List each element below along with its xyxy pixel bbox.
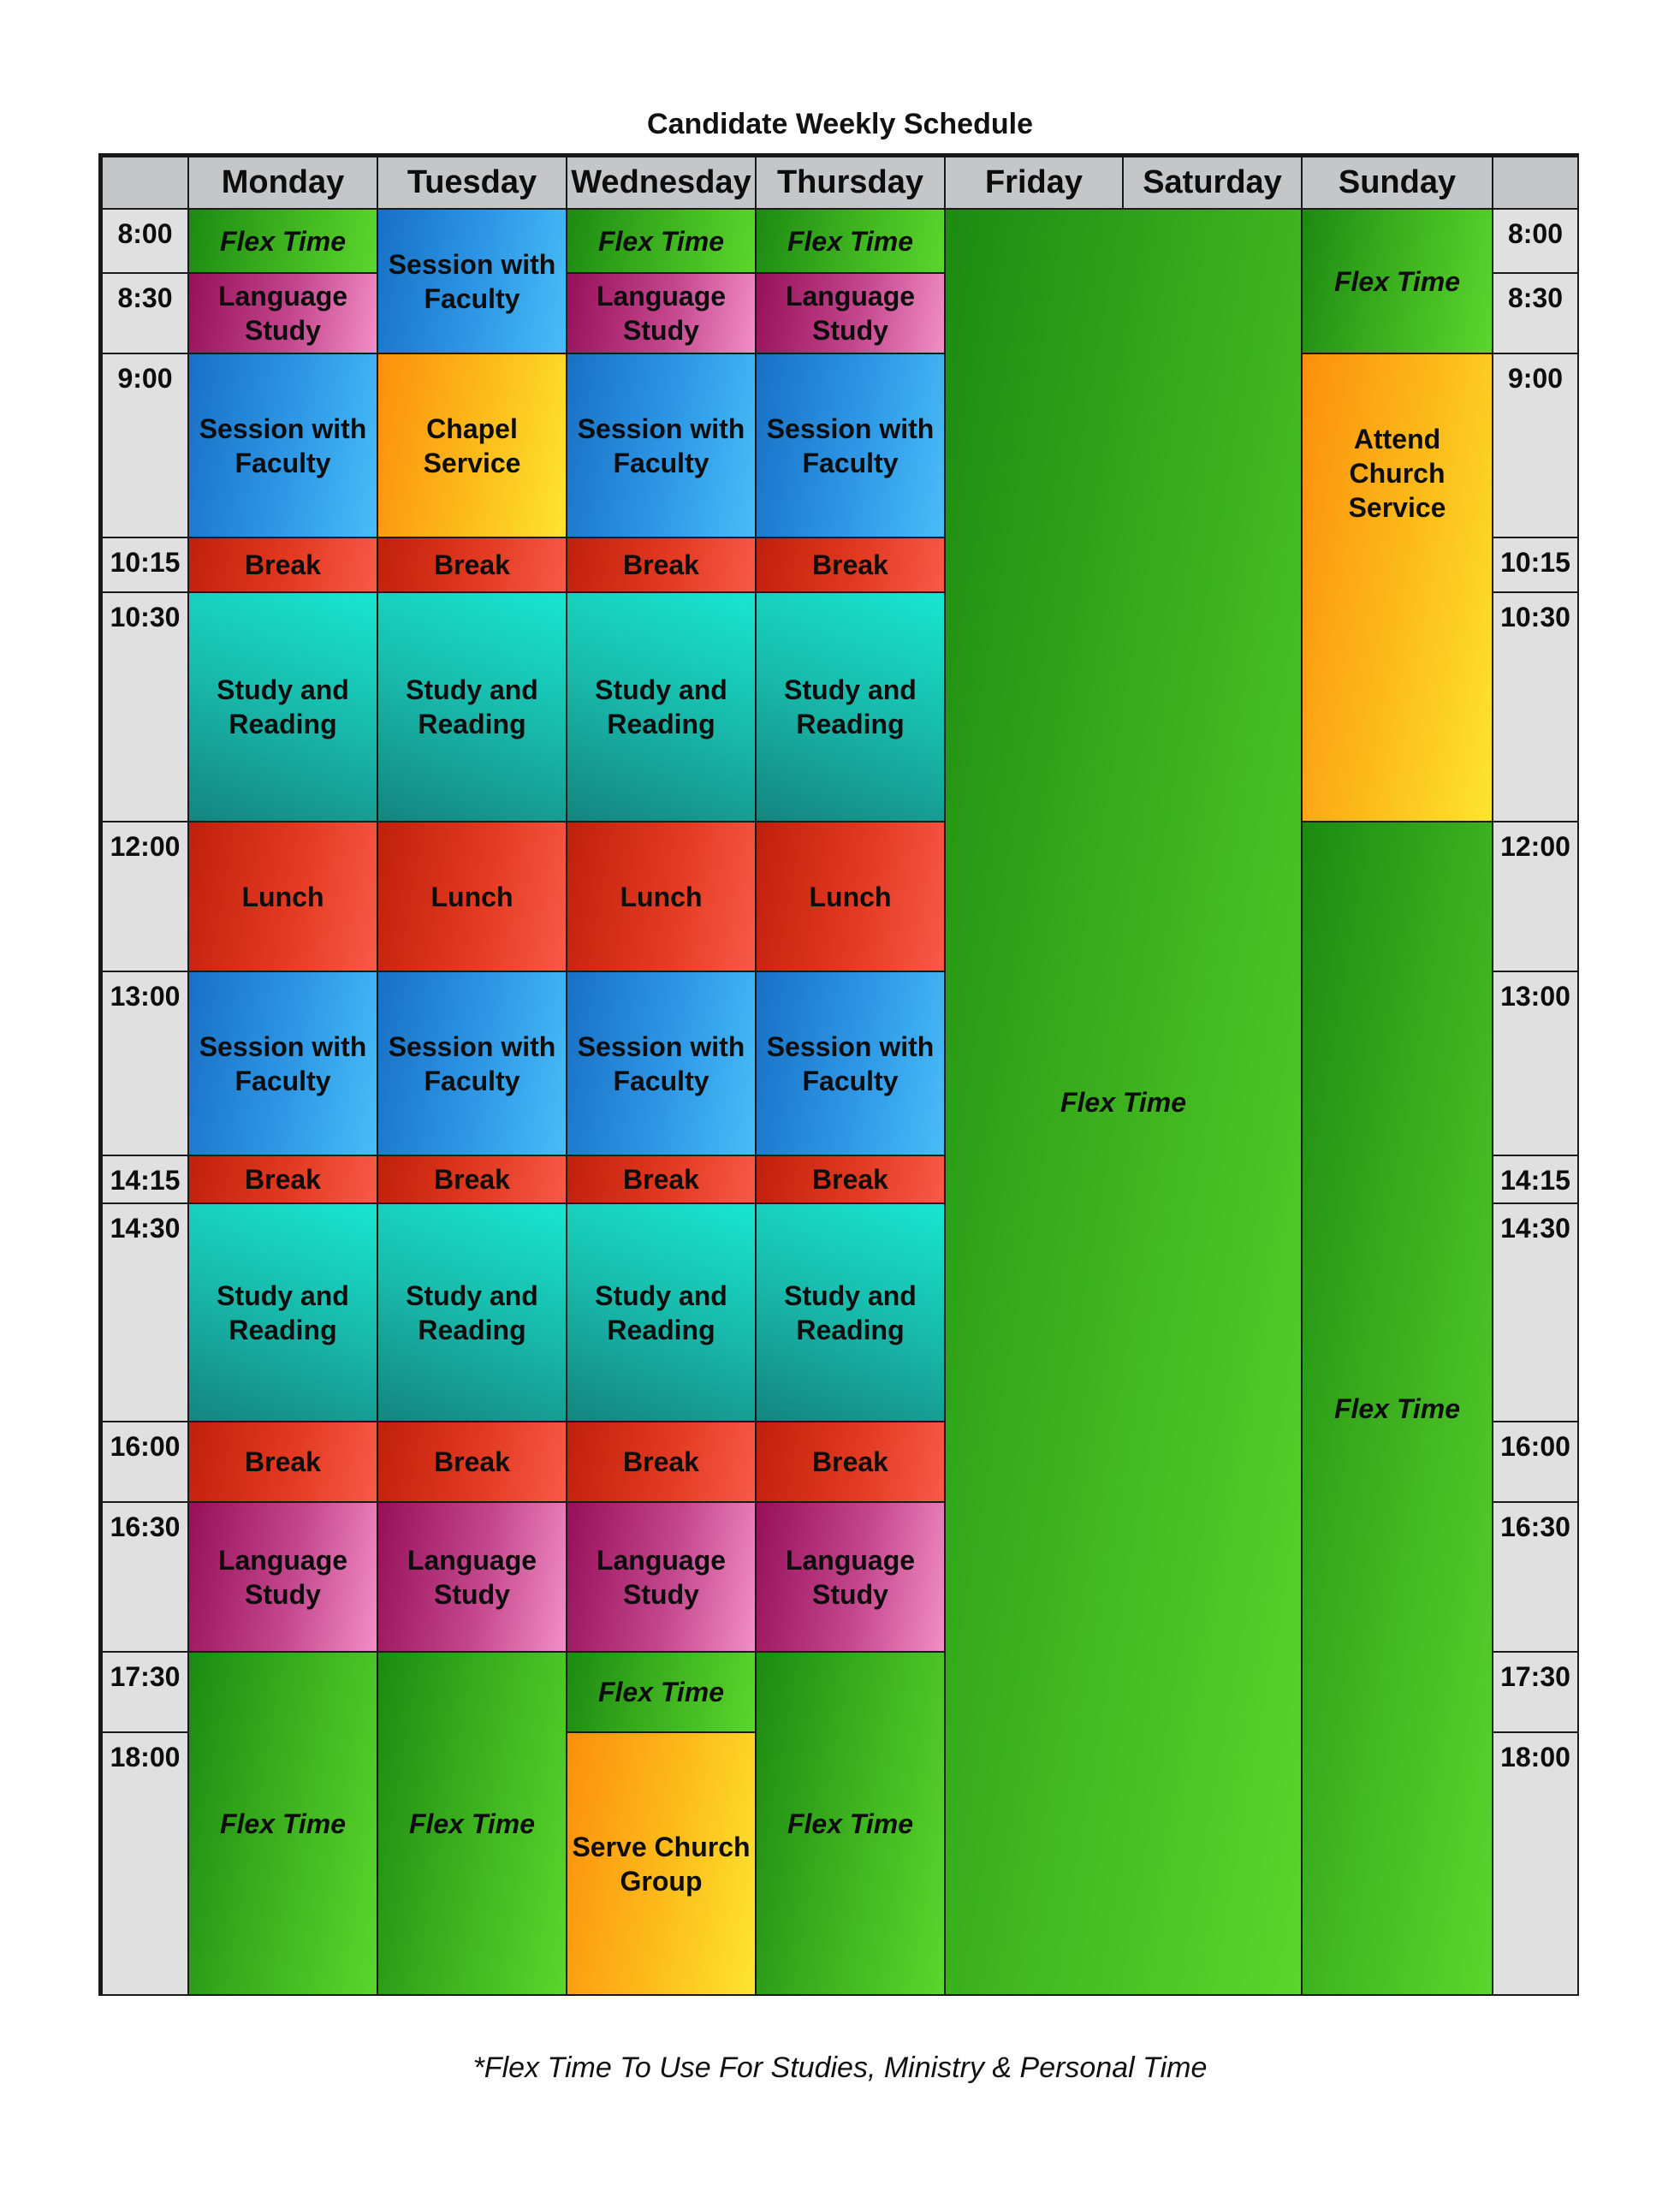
monday-language-study: Language Study bbox=[187, 272, 378, 354]
wednesday-lunch: Lunch bbox=[566, 821, 757, 972]
friday-saturday-flex-time: Flex Time bbox=[944, 208, 1303, 1996]
time-label-left: 10:30 bbox=[101, 591, 189, 822]
monday-session-with-faculty: Session with Faculty bbox=[187, 353, 378, 538]
thursday-language-study: Language Study bbox=[755, 272, 946, 354]
thursday-flex-time: Flex Time bbox=[755, 208, 946, 274]
wednesday-session-with-faculty: Session with Faculty bbox=[566, 353, 757, 538]
wednesday-language-study: Language Study bbox=[566, 1501, 757, 1653]
time-label-right: 14:15 bbox=[1492, 1155, 1579, 1204]
header-friday: Friday bbox=[944, 156, 1124, 210]
thursday-lunch: Lunch bbox=[755, 821, 946, 972]
time-label-left: 16:00 bbox=[101, 1421, 189, 1503]
monday-study-and-reading: Study and Reading bbox=[187, 1202, 378, 1422]
time-label-left: 13:00 bbox=[101, 971, 189, 1156]
thursday-break: Break bbox=[755, 1421, 946, 1503]
time-label-left: 9:00 bbox=[101, 353, 189, 538]
tuesday-study-and-reading: Study and Reading bbox=[377, 1202, 567, 1422]
tuesday-break: Break bbox=[377, 1155, 567, 1204]
tuesday-lunch: Lunch bbox=[377, 821, 567, 972]
time-label-left: 14:30 bbox=[101, 1202, 189, 1422]
header-thursday: Thursday bbox=[755, 156, 946, 210]
header-saturday: Saturday bbox=[1122, 156, 1303, 210]
wednesday-study-and-reading: Study and Reading bbox=[566, 1202, 757, 1422]
header-corner-left bbox=[101, 156, 189, 210]
thursday-study-and-reading: Study and Reading bbox=[755, 591, 946, 822]
header-tuesday: Tuesday bbox=[377, 156, 567, 210]
thursday-break: Break bbox=[755, 537, 946, 593]
flex-time-footnote: *Flex Time To Use For Studies, Ministry … bbox=[472, 2051, 1208, 2084]
tuesday-chapel-service: Chapel Service bbox=[377, 353, 567, 538]
monday-session-with-faculty: Session with Faculty bbox=[187, 971, 378, 1156]
wednesday-study-and-reading: Study and Reading bbox=[566, 591, 757, 822]
thursday-break: Break bbox=[755, 1155, 946, 1204]
time-label-right: 16:30 bbox=[1492, 1501, 1579, 1653]
monday-break: Break bbox=[187, 537, 378, 593]
header-monday: Monday bbox=[187, 156, 378, 210]
monday-flex-time: Flex Time bbox=[187, 1651, 378, 1996]
monday-flex-time: Flex Time bbox=[187, 208, 378, 274]
monday-break: Break bbox=[187, 1155, 378, 1204]
time-label-right: 16:00 bbox=[1492, 1421, 1579, 1503]
sunday-attend-church-service: Attend Church Service bbox=[1301, 353, 1493, 822]
tuesday-session-with-faculty: Session with Faculty bbox=[377, 971, 567, 1156]
time-label-left: 8:00 bbox=[101, 208, 189, 274]
time-label-left: 10:15 bbox=[101, 537, 189, 593]
thursday-session-with-faculty: Session with Faculty bbox=[755, 353, 946, 538]
wednesday-break: Break bbox=[566, 537, 757, 593]
tuesday-break: Break bbox=[377, 537, 567, 593]
tuesday-language-study: Language Study bbox=[377, 1501, 567, 1653]
monday-lunch: Lunch bbox=[187, 821, 378, 972]
time-label-right: 9:00 bbox=[1492, 353, 1579, 538]
time-label-right: 17:30 bbox=[1492, 1651, 1579, 1733]
header-corner-right bbox=[1492, 156, 1579, 210]
time-label-right: 8:30 bbox=[1492, 272, 1579, 354]
wednesday-flex-time: Flex Time bbox=[566, 208, 757, 274]
wednesday-serve-church-group: Serve Church Group bbox=[566, 1731, 757, 1996]
wednesday-flex-time: Flex Time bbox=[566, 1651, 757, 1733]
time-label-right: 10:30 bbox=[1492, 591, 1579, 822]
tuesday-break: Break bbox=[377, 1421, 567, 1503]
time-label-left: 16:30 bbox=[101, 1501, 189, 1653]
time-label-left: 17:30 bbox=[101, 1651, 189, 1733]
header-sunday: Sunday bbox=[1301, 156, 1493, 210]
wednesday-break: Break bbox=[566, 1155, 757, 1204]
time-label-right: 13:00 bbox=[1492, 971, 1579, 1156]
wednesday-break: Break bbox=[566, 1421, 757, 1503]
sunday-attend-church-service-label: Attend Church Service bbox=[1348, 423, 1446, 523]
thursday-study-and-reading: Study and Reading bbox=[755, 1202, 946, 1422]
time-label-right: 12:00 bbox=[1492, 821, 1579, 972]
time-label-left: 8:30 bbox=[101, 272, 189, 354]
schedule-grid: Monday Tuesday Wednesday Thursday Friday… bbox=[98, 153, 1579, 1996]
monday-language-study: Language Study bbox=[187, 1501, 378, 1653]
time-label-left: 14:15 bbox=[101, 1155, 189, 1204]
wednesday-session-with-faculty: Session with Faculty bbox=[566, 971, 757, 1156]
sunday-flex-time: Flex Time bbox=[1301, 821, 1493, 1996]
time-label-right: 14:30 bbox=[1492, 1202, 1579, 1422]
time-label-left: 12:00 bbox=[101, 821, 189, 972]
time-label-right: 8:00 bbox=[1492, 208, 1579, 274]
tuesday-study-and-reading: Study and Reading bbox=[377, 591, 567, 822]
time-label-left: 18:00 bbox=[101, 1731, 189, 1996]
monday-break: Break bbox=[187, 1421, 378, 1503]
thursday-language-study: Language Study bbox=[755, 1501, 946, 1653]
page-title: Candidate Weekly Schedule bbox=[647, 108, 1033, 140]
tuesday-session-with-faculty: Session with Faculty bbox=[377, 208, 567, 354]
time-label-right: 18:00 bbox=[1492, 1731, 1579, 1996]
thursday-session-with-faculty: Session with Faculty bbox=[755, 971, 946, 1156]
tuesday-flex-time: Flex Time bbox=[377, 1651, 567, 1996]
sunday-flex-time: Flex Time bbox=[1301, 208, 1493, 354]
time-label-right: 10:15 bbox=[1492, 537, 1579, 593]
header-wednesday: Wednesday bbox=[566, 156, 757, 210]
monday-study-and-reading: Study and Reading bbox=[187, 591, 378, 822]
thursday-flex-time: Flex Time bbox=[755, 1651, 946, 1996]
wednesday-language-study: Language Study bbox=[566, 272, 757, 354]
